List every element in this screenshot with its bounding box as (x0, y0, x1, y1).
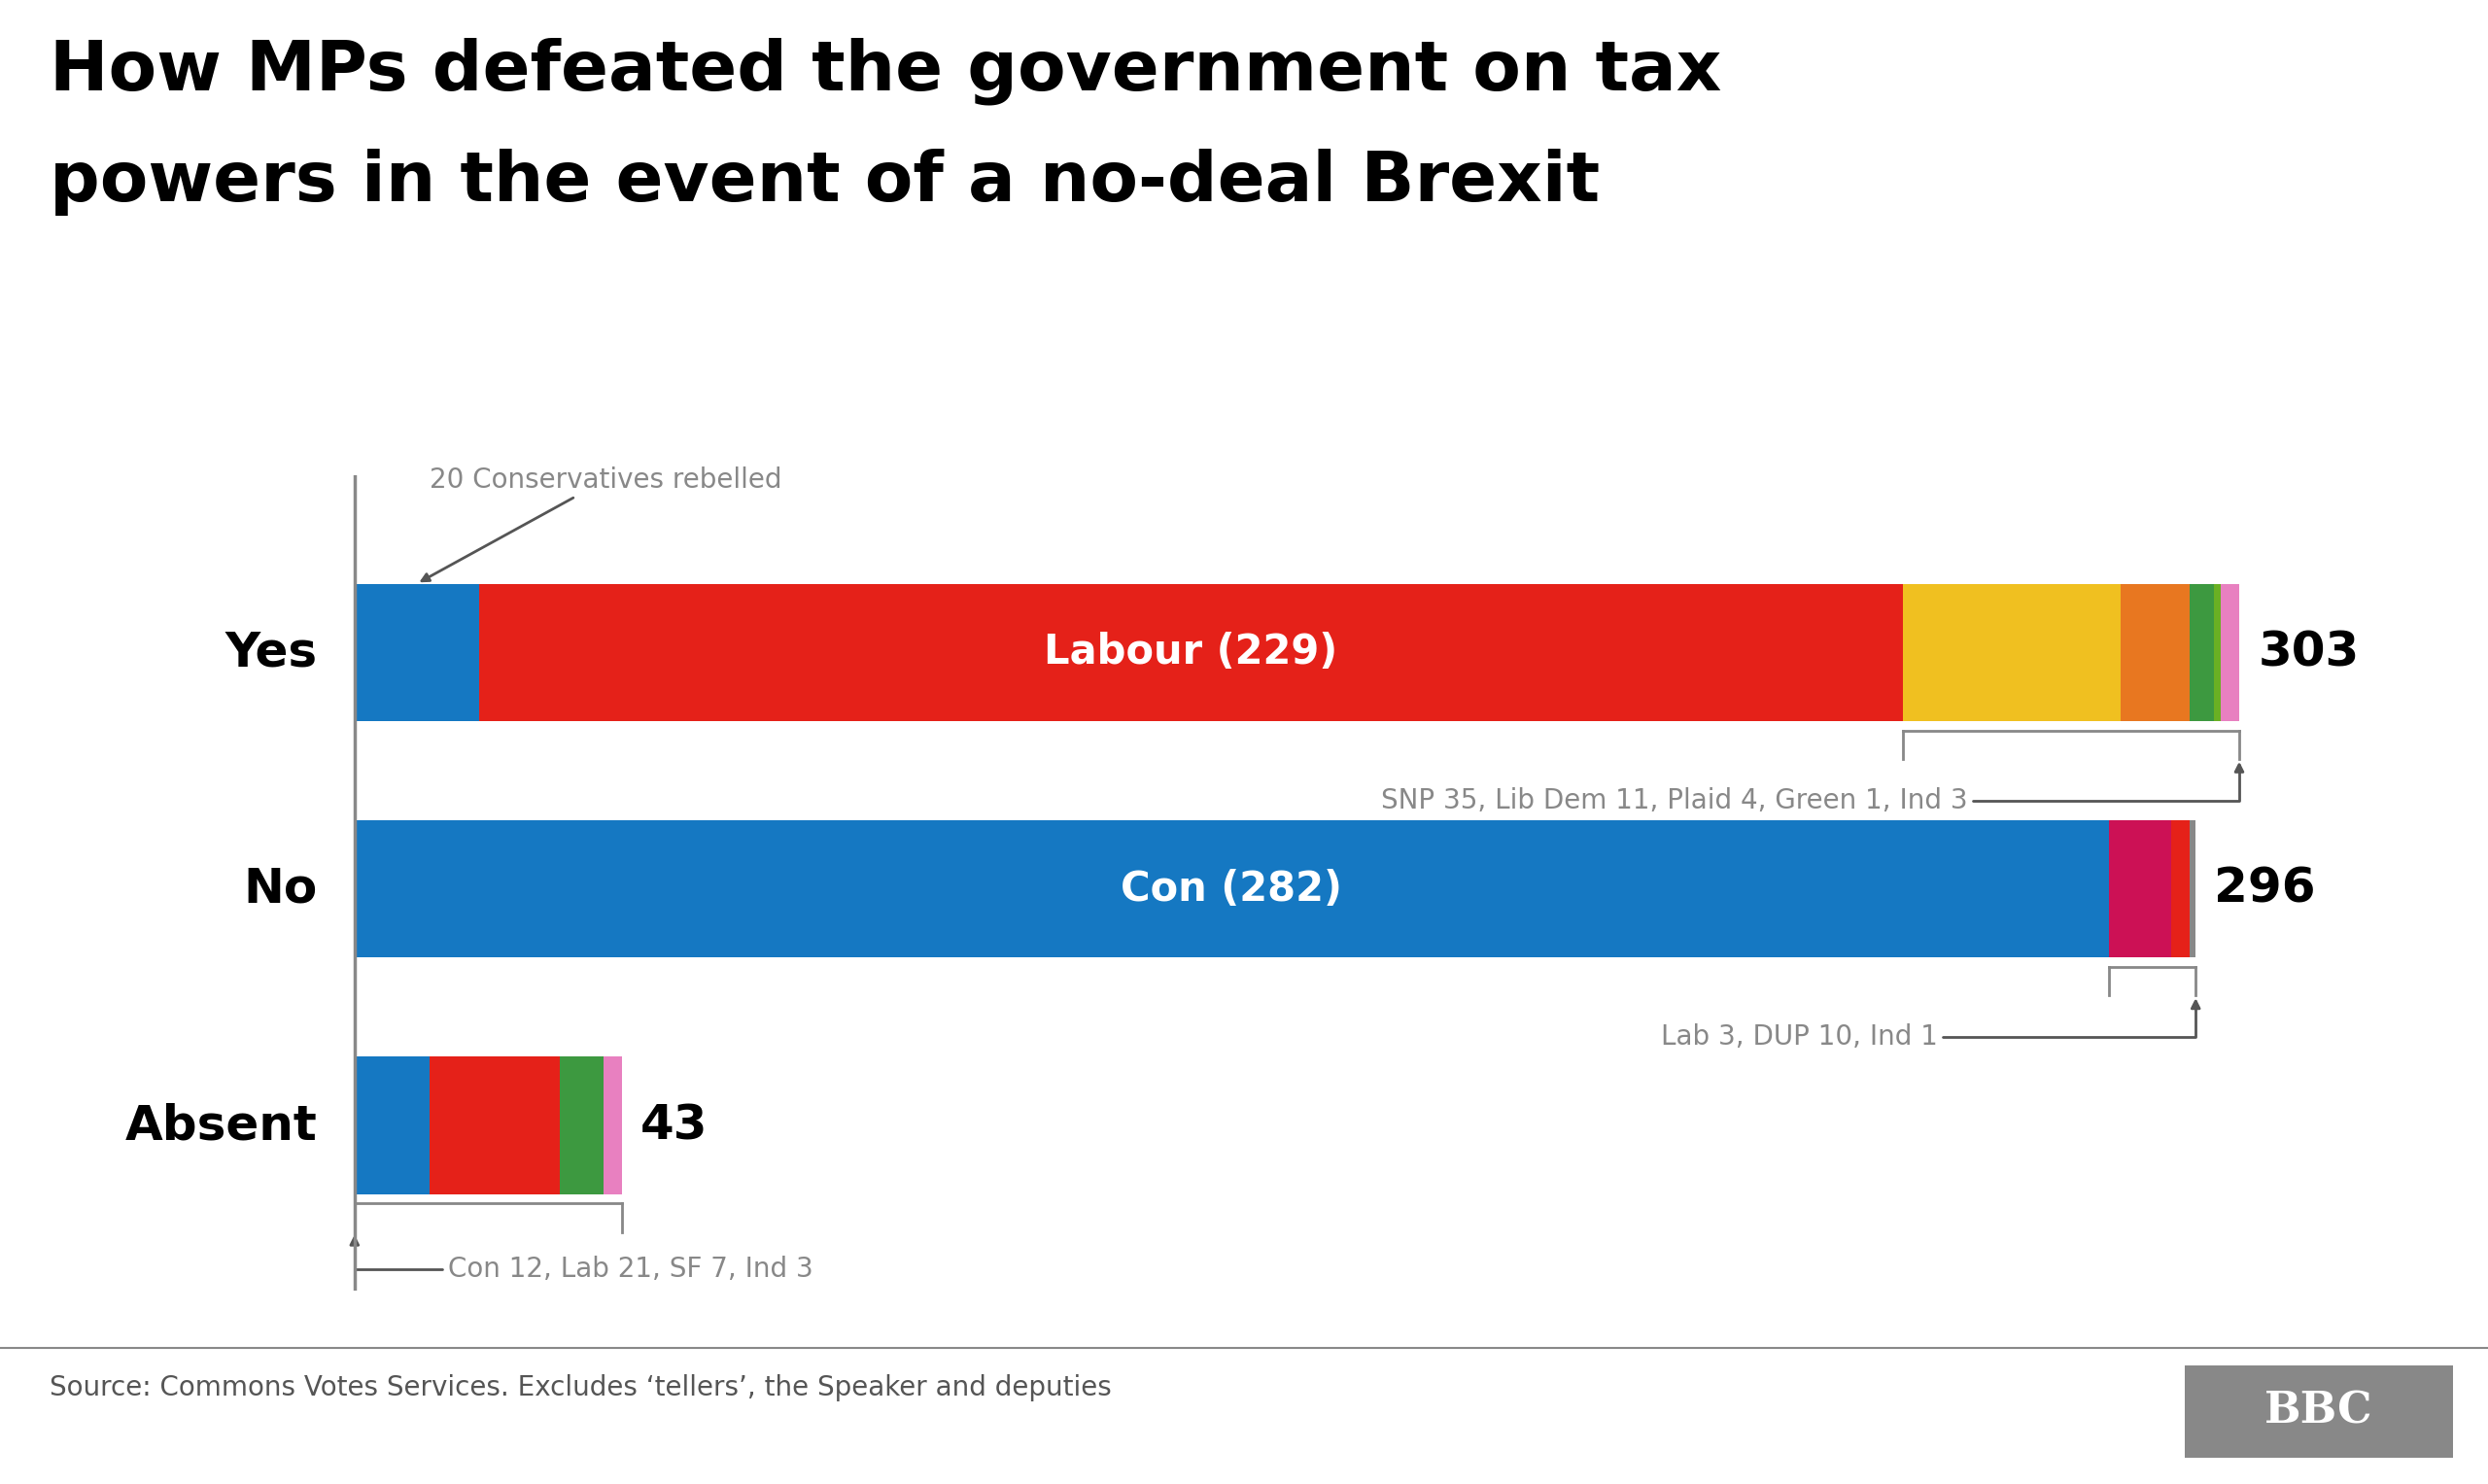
Text: 303: 303 (2259, 629, 2359, 675)
Bar (430, 1057, 560, 1195)
Bar (356, 821, 2110, 957)
Text: Absent: Absent (124, 1103, 318, 1149)
Bar (2189, 583, 2214, 721)
Bar (356, 583, 478, 721)
Text: No: No (244, 865, 318, 913)
Text: Labour (229): Labour (229) (1045, 632, 1339, 672)
Text: How MPs defeated the government on tax: How MPs defeated the government on tax (50, 37, 1722, 105)
Text: Source: Commons Votes Services. Excludes ‘tellers’, the Speaker and deputies: Source: Commons Votes Services. Excludes… (50, 1374, 1112, 1401)
Text: SNP 35, Lib Dem 11, Plaid 4, Green 1, Ind 3: SNP 35, Lib Dem 11, Plaid 4, Green 1, In… (1381, 764, 2244, 815)
Text: powers in the event of a no-deal Brexit: powers in the event of a no-deal Brexit (50, 148, 1600, 215)
Text: 296: 296 (2214, 865, 2316, 913)
Bar (356, 1057, 430, 1195)
Bar (602, 1057, 622, 1195)
Bar (2222, 583, 2239, 721)
Bar (478, 583, 1903, 721)
Text: Con 12, Lab 21, SF 7, Ind 3: Con 12, Lab 21, SF 7, Ind 3 (351, 1238, 814, 1282)
Text: Lab 3, DUP 10, Ind 1: Lab 3, DUP 10, Ind 1 (1662, 1002, 2199, 1051)
Text: BBC: BBC (2264, 1391, 2374, 1432)
Bar (2110, 821, 2172, 957)
Bar (2120, 583, 2189, 721)
Bar (2172, 821, 2189, 957)
Text: 43: 43 (642, 1103, 709, 1149)
Bar (2189, 821, 2197, 957)
Text: Con (282): Con (282) (1120, 868, 1344, 910)
Text: Yes: Yes (224, 629, 318, 675)
Bar (560, 1057, 602, 1195)
Bar (2214, 583, 2222, 721)
Text: 20 Conservatives rebelled: 20 Conservatives rebelled (423, 466, 781, 580)
Bar (1903, 583, 2120, 721)
